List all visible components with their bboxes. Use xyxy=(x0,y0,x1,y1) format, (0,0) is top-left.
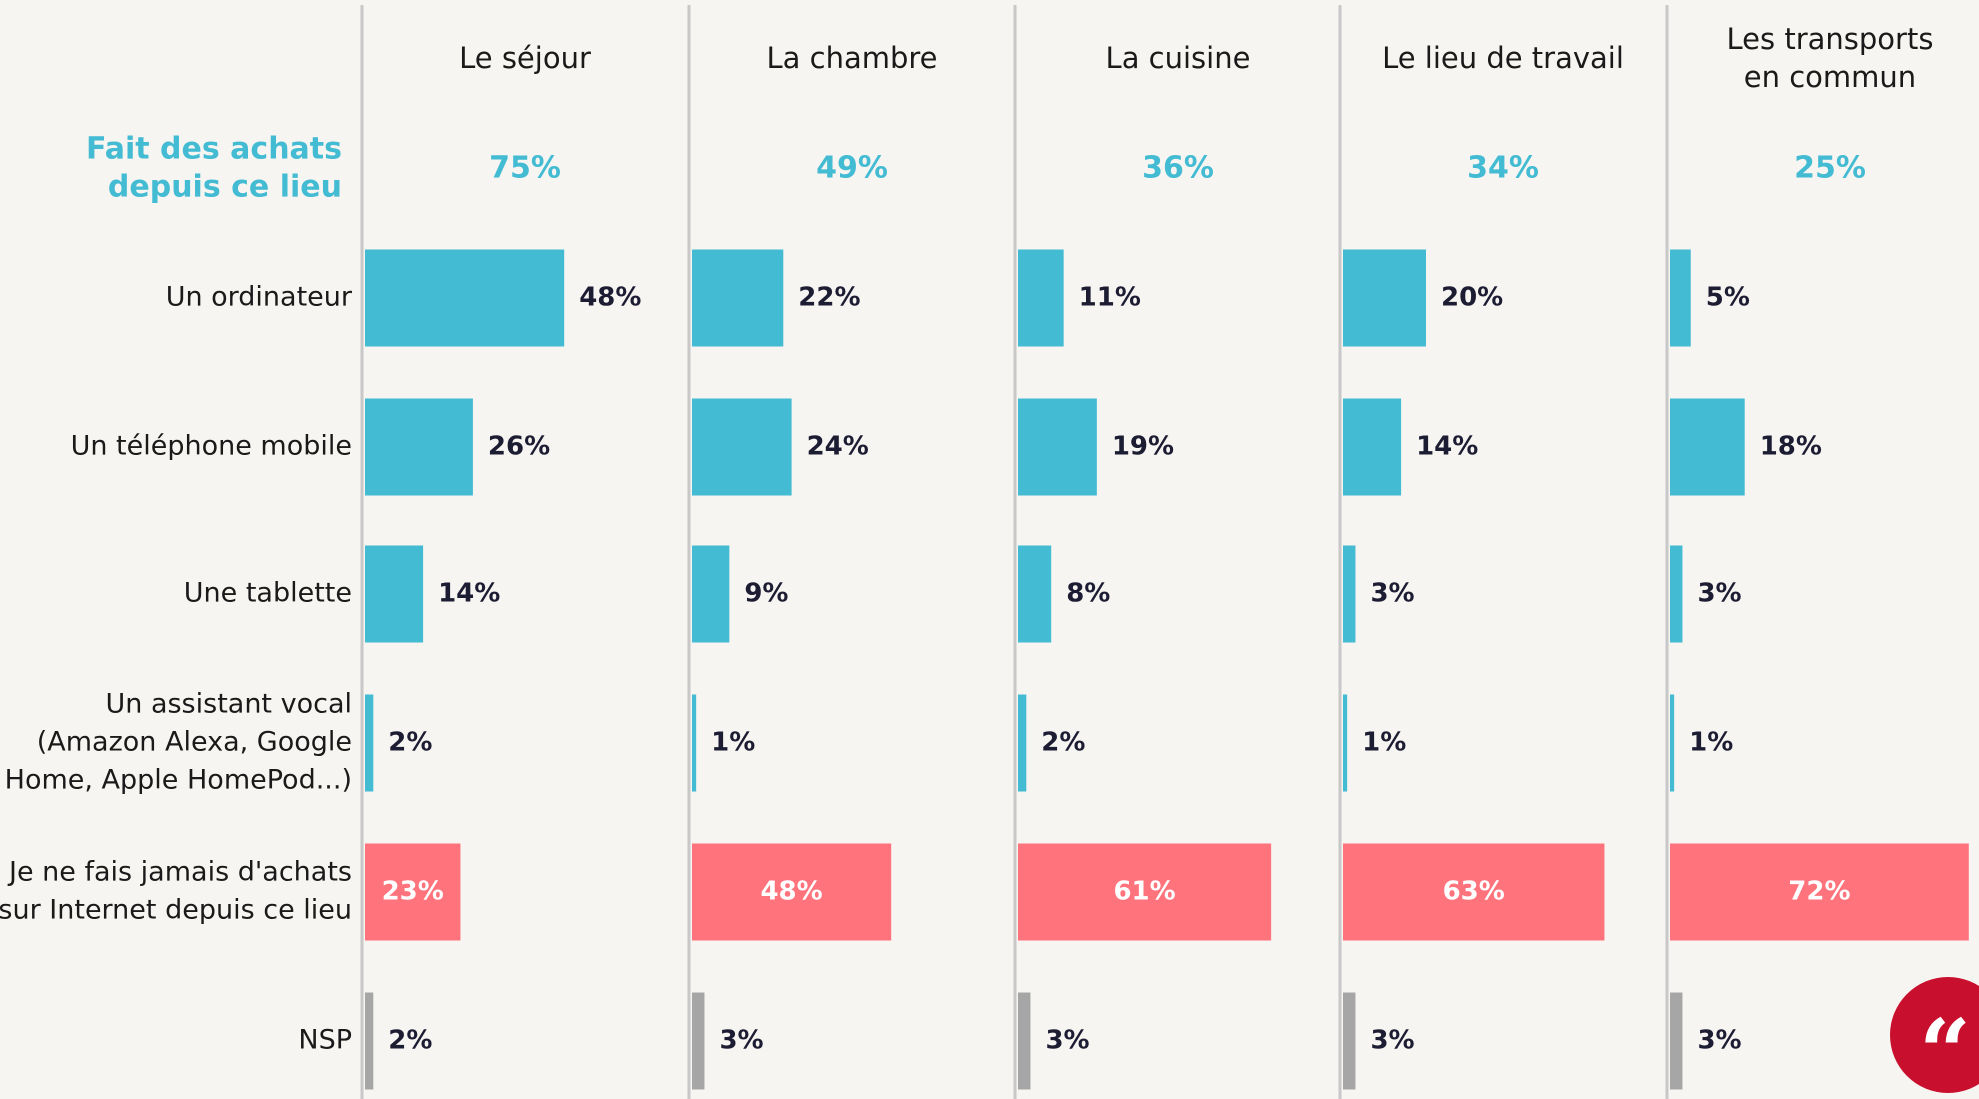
value-label: 3% xyxy=(1370,579,1414,609)
total-label: 49% xyxy=(816,151,888,186)
panel-title: La chambre xyxy=(766,41,937,75)
row-header: depuis ce lieu xyxy=(108,170,342,205)
bar xyxy=(1018,992,1031,1090)
value-label: 61% xyxy=(1113,877,1175,907)
panel-title: La cuisine xyxy=(1106,41,1251,75)
bar xyxy=(1018,249,1064,347)
bar xyxy=(1343,398,1402,496)
value-label: 20% xyxy=(1441,283,1503,313)
value-label: 23% xyxy=(382,877,444,907)
category-label: Home, Apple HomePod...) xyxy=(5,765,352,796)
bar xyxy=(1343,545,1356,643)
total-label: 75% xyxy=(489,151,561,186)
value-label: 1% xyxy=(1689,728,1733,758)
category-label: (Amazon Alexa, Google xyxy=(37,727,352,758)
value-label: 14% xyxy=(1416,432,1478,462)
category-label: Un ordinateur xyxy=(166,282,353,313)
category-label: Un téléphone mobile xyxy=(71,431,352,462)
value-label: 24% xyxy=(807,432,869,462)
value-label: 63% xyxy=(1443,877,1505,907)
bar xyxy=(365,992,374,1090)
value-label: 3% xyxy=(1697,1026,1741,1056)
value-label: 2% xyxy=(388,728,432,758)
value-label: 18% xyxy=(1760,432,1822,462)
value-label: 5% xyxy=(1706,283,1750,313)
total-label: 36% xyxy=(1142,151,1214,186)
bar xyxy=(1018,843,1272,941)
bar xyxy=(1670,992,1683,1090)
bar xyxy=(1670,545,1683,643)
bar xyxy=(1670,694,1675,792)
bar xyxy=(1343,694,1348,792)
bar xyxy=(365,398,473,496)
svg-text:“: “ xyxy=(1919,1000,1971,1099)
value-label: 2% xyxy=(1041,728,1085,758)
value-label: 3% xyxy=(719,1026,763,1056)
total-label: 25% xyxy=(1794,151,1866,186)
value-label: 48% xyxy=(760,877,822,907)
bar xyxy=(1343,992,1356,1090)
bar xyxy=(365,694,374,792)
bar xyxy=(692,843,892,941)
bar xyxy=(365,843,461,941)
value-label: 1% xyxy=(711,728,755,758)
bar xyxy=(1018,694,1027,792)
category-label: NSP xyxy=(298,1025,352,1056)
bar xyxy=(1018,545,1052,643)
bar xyxy=(1343,249,1426,347)
bar xyxy=(692,545,730,643)
panel-title: Les transports xyxy=(1727,22,1934,56)
value-label: 3% xyxy=(1697,579,1741,609)
row-header: Fait des achats xyxy=(86,132,342,167)
bar xyxy=(365,249,565,347)
bar xyxy=(692,398,792,496)
value-label: 1% xyxy=(1362,728,1406,758)
value-label: 26% xyxy=(488,432,550,462)
panel-title: Le séjour xyxy=(459,41,591,75)
bar xyxy=(692,694,697,792)
bar xyxy=(365,545,424,643)
value-label: 48% xyxy=(579,283,641,313)
category-label: sur Internet depuis ce lieu xyxy=(0,895,352,926)
panel-title: en commun xyxy=(1744,60,1916,94)
quote-icon: “ xyxy=(1890,977,1979,1099)
value-label: 3% xyxy=(1370,1026,1414,1056)
value-label: 11% xyxy=(1079,283,1141,313)
total-label: 34% xyxy=(1467,151,1539,186)
value-label: 3% xyxy=(1045,1026,1089,1056)
bar xyxy=(1343,843,1605,941)
bar xyxy=(692,249,784,347)
value-label: 72% xyxy=(1788,877,1850,907)
bar xyxy=(1670,249,1691,347)
bar xyxy=(1670,843,1969,941)
value-label: 8% xyxy=(1066,579,1110,609)
bar xyxy=(692,992,705,1090)
value-label: 22% xyxy=(798,283,860,313)
bar xyxy=(1670,398,1745,496)
value-label: 9% xyxy=(744,579,788,609)
value-label: 2% xyxy=(388,1026,432,1056)
value-label: 14% xyxy=(438,579,500,609)
category-label: Je ne fais jamais d'achats xyxy=(7,857,352,888)
value-label: 19% xyxy=(1112,432,1174,462)
bar xyxy=(1018,398,1097,496)
category-label: Un assistant vocal xyxy=(105,689,352,720)
category-label: Une tablette xyxy=(184,578,352,609)
panel-title: Le lieu de travail xyxy=(1382,41,1624,75)
